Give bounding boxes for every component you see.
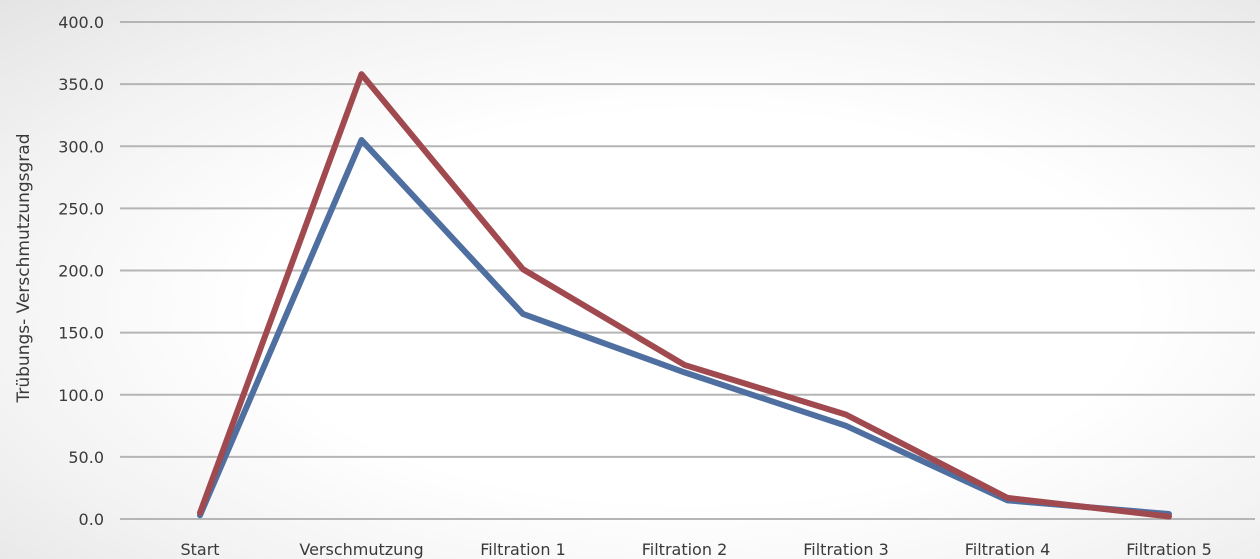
y-axis-title: Trübungs- Verschmutzungsgrad	[14, 133, 34, 403]
y-tick-label: 50.0	[68, 448, 104, 467]
x-tick-label: Filtration 3	[803, 540, 889, 559]
y-tick-label: 350.0	[58, 75, 104, 94]
series-lines	[197, 71, 1172, 520]
series-line-2	[197, 71, 1172, 520]
x-axis-tick-labels: Start Verschmutzung Filtration 1 Filtration…	[180, 540, 1211, 559]
y-tick-label: 200.0	[58, 262, 104, 281]
x-tick-label: Filtration 5	[1126, 540, 1212, 559]
y-tick-label: 150.0	[58, 324, 104, 343]
x-tick-label: Start	[180, 540, 219, 559]
y-tick-label: 0.0	[79, 510, 104, 529]
y-axis-tick-labels: 0.0 50.0 100.0 150.0 200.0 250.0 300.0 350.0 400…	[58, 13, 104, 529]
y-tick-label: 250.0	[58, 199, 104, 218]
series-line-1	[197, 137, 1172, 519]
y-tick-label: 300.0	[58, 137, 104, 156]
x-tick-label: Filtration 2	[642, 540, 728, 559]
x-tick-label: Filtration 1	[480, 540, 566, 559]
x-tick-label: Filtration 4	[965, 540, 1051, 559]
y-tick-label: 100.0	[58, 386, 104, 405]
x-tick-label: Verschmutzung	[299, 540, 423, 559]
y-tick-label: 400.0	[58, 13, 104, 32]
